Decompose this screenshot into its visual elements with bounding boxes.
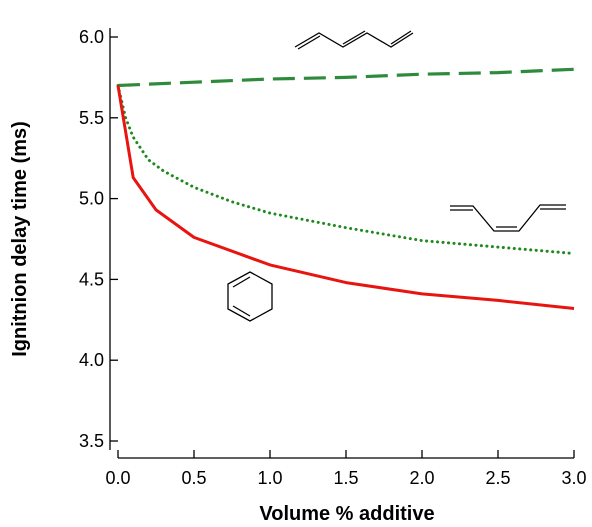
molecule-trans-hexatriene-double-1 [297, 35, 321, 50]
molecule-cyclohexadiene [227, 271, 273, 322]
y-tick-label: 4.0 [79, 350, 104, 370]
x-tick-label: 0.0 [105, 468, 130, 488]
y-ticks: 3.5 4.0 4.5 5.0 5.5 6.0 [79, 27, 118, 451]
molecule-cis-hexatriene [450, 204, 566, 232]
y-tick-label: 5.0 [79, 189, 104, 209]
x-axis-title: Volume % additive [259, 503, 434, 525]
molecule-cyclohexadiene-double-1 [232, 276, 251, 288]
x-tick-label: 2.0 [409, 468, 434, 488]
molecule-trans-hexatriene-double-2 [342, 30, 366, 45]
series-line-cyclohexadiene [116, 85, 575, 310]
molecule-trans-hexatriene [294, 32, 414, 48]
molecule-cyclohexadiene-double-2 [232, 305, 251, 317]
x-tick-label: 2.5 [485, 468, 510, 488]
y-tick-label: 3.5 [79, 431, 104, 451]
series-layer [116, 67, 576, 310]
y-tick-label: 6.0 [79, 27, 104, 47]
x-tick-label: 1.5 [333, 468, 358, 488]
y-axis-title: Ignitnion delay time (ms) [9, 121, 31, 357]
series-line-triene-trans [117, 67, 575, 88]
series-line-triene-cis [116, 84, 576, 255]
molecule-trans-hexatriene-double-3 [390, 30, 412, 45]
y-tick-label: 5.5 [79, 108, 104, 128]
x-tick-label: 0.5 [181, 468, 206, 488]
y-tick-label: 4.5 [79, 269, 104, 289]
x-tick-label: 1.0 [257, 468, 282, 488]
axes [109, 28, 574, 459]
x-ticks: 0.0 0.5 1.0 1.5 2.0 2.5 3.0 [105, 450, 587, 488]
x-tick-label: 3.0 [561, 468, 586, 488]
